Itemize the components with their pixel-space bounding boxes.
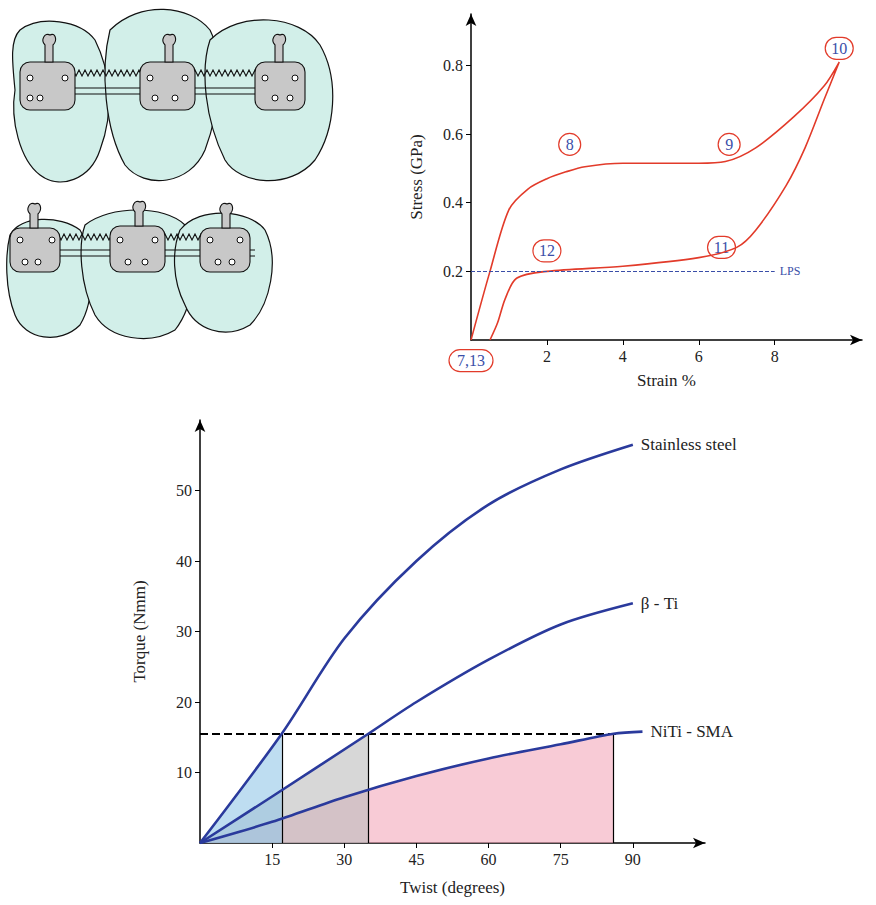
- svg-text:50: 50: [176, 482, 192, 499]
- svg-text:Stress (GPa): Stress (GPa): [407, 134, 426, 219]
- svg-text:30: 30: [176, 623, 192, 640]
- svg-text:10: 10: [831, 40, 847, 57]
- svg-text:Strain %: Strain %: [637, 371, 696, 390]
- svg-text:60: 60: [481, 851, 497, 868]
- svg-text:20: 20: [176, 694, 192, 711]
- svg-text:0.8: 0.8: [443, 57, 463, 74]
- svg-text:75: 75: [553, 851, 569, 868]
- svg-text:8: 8: [771, 348, 779, 365]
- svg-text:0.4: 0.4: [443, 194, 463, 211]
- svg-text:4: 4: [619, 348, 627, 365]
- svg-text:30: 30: [336, 851, 352, 868]
- svg-text:LPS: LPS: [780, 264, 801, 278]
- svg-text:2: 2: [543, 348, 551, 365]
- svg-text:8: 8: [566, 136, 574, 153]
- svg-text:9: 9: [725, 136, 733, 153]
- svg-text:11: 11: [713, 238, 730, 256]
- svg-text:Stainless steel: Stainless steel: [641, 435, 737, 454]
- svg-text:NiTi - SMA: NiTi - SMA: [650, 722, 733, 741]
- svg-text:10: 10: [176, 764, 192, 781]
- svg-text:6: 6: [695, 348, 703, 365]
- svg-text:45: 45: [408, 851, 424, 868]
- svg-text:90: 90: [625, 851, 641, 868]
- svg-text:β - Ti: β - Ti: [641, 594, 679, 613]
- svg-text:7,13: 7,13: [457, 352, 485, 369]
- svg-text:15: 15: [264, 851, 280, 868]
- svg-text:0.6: 0.6: [443, 126, 463, 143]
- svg-text:Torque (Nmm): Torque (Nmm): [130, 580, 149, 682]
- svg-text:12: 12: [539, 242, 555, 259]
- svg-text:40: 40: [176, 553, 192, 570]
- svg-text:0.2: 0.2: [443, 263, 463, 280]
- svg-text:Twist (degrees): Twist (degrees): [400, 878, 505, 897]
